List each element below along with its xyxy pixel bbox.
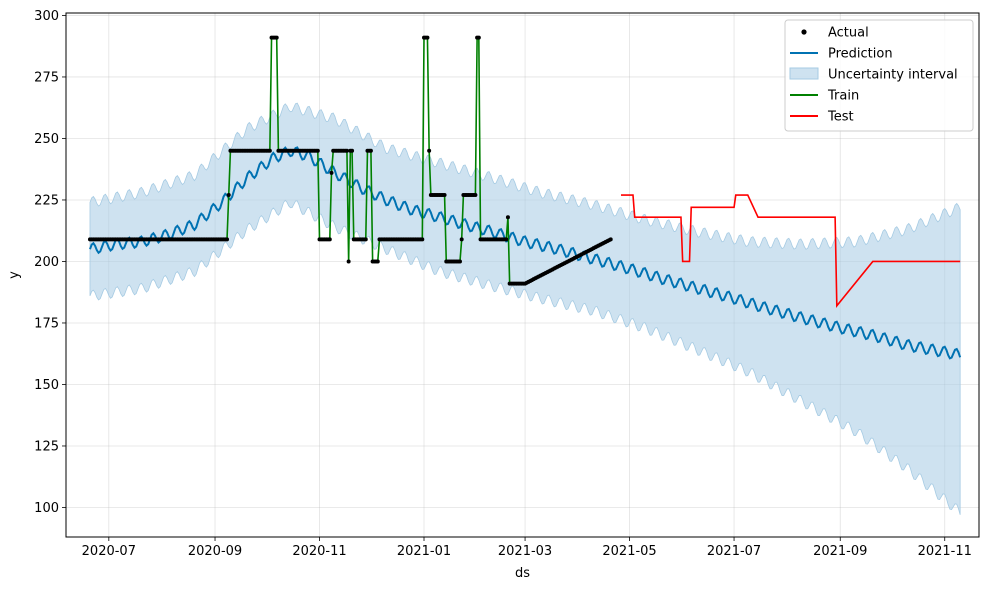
y-tick-label: 125 xyxy=(34,439,59,454)
plot-frame xyxy=(65,12,980,538)
actual-point xyxy=(350,148,355,153)
actual-point xyxy=(504,237,509,242)
actual-point xyxy=(346,259,351,264)
actual-point xyxy=(368,148,373,153)
actual-point xyxy=(267,148,272,153)
y-tick-label: 300 xyxy=(34,9,59,24)
x-tick-label: 2021-03 xyxy=(498,544,552,559)
legend-label: Uncertainty interval xyxy=(828,68,958,83)
actual-point xyxy=(473,193,478,198)
y-tick-label: 275 xyxy=(34,70,59,85)
actual-point xyxy=(226,193,231,198)
x-tick-label: 2020-09 xyxy=(188,544,242,559)
legend-label: Test xyxy=(827,110,854,125)
x-tick-label: 2021-09 xyxy=(813,544,867,559)
y-tick-label: 100 xyxy=(34,501,59,516)
actual-point xyxy=(457,259,462,264)
actual-point xyxy=(459,237,464,242)
test-line xyxy=(620,194,961,308)
actual-point xyxy=(327,237,332,242)
legend-box xyxy=(784,19,974,132)
chart-legend: Actual Prediction Uncertainty interval Trai… xyxy=(784,19,974,132)
actual-point xyxy=(420,237,425,242)
actual-point xyxy=(329,170,334,175)
axis-ticks: 2020-07 2020-09 2020-11 2021-01 2021-03 2021-… xyxy=(34,9,972,559)
actual-point xyxy=(442,193,447,198)
actual-points-layer xyxy=(87,35,613,286)
actual-point xyxy=(363,237,368,242)
legend-label: Train xyxy=(827,89,859,104)
y-tick-label: 150 xyxy=(34,378,59,393)
actual-point xyxy=(476,35,481,40)
x-tick-label: 2021-05 xyxy=(602,544,656,559)
x-tick-label: 2021-07 xyxy=(707,544,761,559)
x-tick-label: 2020-07 xyxy=(82,544,136,559)
y-tick-label: 225 xyxy=(34,193,59,208)
legend-swatch xyxy=(801,29,807,35)
legend-swatch xyxy=(789,67,819,80)
actual-point xyxy=(425,35,430,40)
actual-point xyxy=(375,259,380,264)
legend-label: Actual xyxy=(828,26,869,41)
y-tick-label: 175 xyxy=(34,316,59,331)
actual-point xyxy=(427,148,432,153)
actual-point xyxy=(274,35,279,40)
legend-label: Prediction xyxy=(828,47,893,62)
y-axis-label: y xyxy=(7,271,22,279)
actual-point xyxy=(225,237,230,242)
x-axis-label: ds xyxy=(515,566,530,581)
actual-point xyxy=(315,148,320,153)
x-tick-label: 2021-01 xyxy=(397,544,451,559)
actual-point xyxy=(344,148,349,153)
prediction-line xyxy=(89,146,962,360)
x-tick-label: 2021-11 xyxy=(918,544,972,559)
y-tick-label: 200 xyxy=(34,255,59,270)
actual-point xyxy=(505,215,510,220)
y-tick-label: 250 xyxy=(34,132,59,147)
x-tick-label: 2020-11 xyxy=(292,544,346,559)
actual-point xyxy=(608,237,613,242)
